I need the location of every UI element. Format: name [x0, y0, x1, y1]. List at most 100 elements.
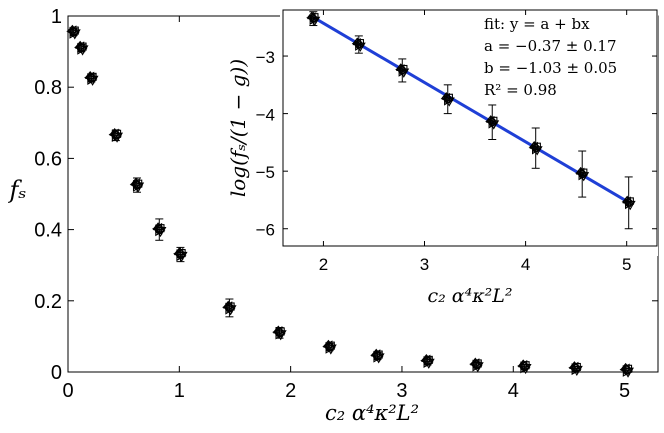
inset-ticks: 2 3 4 5 −3 −4 −5 −6 [256, 10, 657, 274]
square-marker [177, 249, 186, 258]
inset-plot-frame [282, 9, 658, 247]
triangle-right-marker [373, 350, 384, 363]
fit-annotation-line3: b = −1.03 ± 0.05 [484, 59, 617, 77]
cross-marker [576, 169, 586, 179]
cross-marker [470, 359, 481, 370]
square-marker [374, 350, 383, 359]
y-tick-label: −6 [256, 221, 275, 240]
triangle-right-marker [355, 39, 365, 51]
inset-y-axis-label: log(fₛ/(1 − g)) [226, 59, 250, 197]
y-tick-label: 0.4 [34, 220, 62, 242]
data-point [351, 35, 366, 54]
y-tick-label: 1 [51, 6, 62, 28]
triangle-right-marker [309, 14, 319, 25]
data-point [621, 176, 636, 230]
cross-marker [371, 350, 382, 361]
data-point [517, 359, 532, 375]
square-marker [156, 224, 165, 233]
x-tick-label: 2 [285, 380, 296, 402]
triangle-right-marker [155, 224, 166, 237]
fit-annotation-line4: R² = 0.98 [484, 81, 557, 99]
y-tick-label: 0.8 [34, 77, 62, 99]
triangle-right-marker [69, 26, 80, 39]
x-tick-label: 5 [622, 255, 631, 274]
inset-chart: 2 3 4 5 −3 −4 −5 −6 fit: y = a + bx a = −0.37 ±… [226, 9, 658, 307]
data-point [420, 353, 435, 369]
triangle-right-marker [488, 117, 498, 129]
data-point [619, 362, 634, 378]
data-point [370, 348, 385, 364]
triangle-right-marker [176, 249, 187, 262]
main-points [66, 24, 634, 378]
cross-marker [307, 14, 317, 24]
cross-marker [569, 363, 580, 374]
x-tick-label: 3 [396, 380, 407, 402]
cross-marker [323, 342, 334, 353]
cross-marker [529, 143, 539, 153]
triangle-right-marker [444, 94, 454, 106]
square-marker [88, 72, 97, 81]
square-marker [134, 179, 143, 188]
y-tick-label: −5 [256, 163, 275, 182]
cross-marker [620, 365, 631, 376]
x-tick-label: 0 [62, 380, 73, 402]
data-point [568, 361, 583, 376]
square-marker [70, 26, 79, 35]
triangle-right-marker [132, 179, 144, 192]
data-point [151, 218, 167, 241]
cross-marker [75, 43, 86, 54]
triangle-right-marker [87, 73, 98, 85]
data-point [469, 357, 484, 373]
triangle-right-marker [275, 327, 286, 340]
square-marker [276, 327, 285, 336]
square-marker [623, 364, 633, 373]
triangle-right-marker [398, 65, 408, 77]
cross-marker [622, 198, 632, 208]
cross-marker [421, 356, 432, 367]
data-point [129, 177, 145, 193]
fit-annotation-line2: a = −0.37 ± 0.17 [484, 37, 617, 55]
square-marker [113, 129, 122, 138]
data-point [272, 325, 287, 341]
data-point [173, 246, 188, 263]
y-tick-label: 0.6 [34, 148, 62, 170]
square-marker [473, 359, 482, 368]
data-point [108, 127, 124, 143]
triangle-right-marker [520, 361, 531, 374]
triangle-right-marker [77, 42, 88, 55]
data-point [485, 104, 500, 141]
cross-marker [352, 40, 362, 50]
triangle-right-marker [622, 364, 633, 377]
cross-marker [174, 249, 185, 260]
square-marker [424, 355, 433, 364]
data-point [395, 58, 410, 83]
cross-marker [130, 180, 141, 191]
square-marker [326, 341, 335, 350]
x-tick-label: 4 [508, 380, 519, 402]
data-point [322, 339, 337, 355]
fit-annotation-line1: fit: y = a + bx [484, 15, 590, 33]
inset-points [306, 11, 636, 230]
main-x-axis-label: c₂ α⁴κ²L² [325, 401, 419, 425]
y-tick-label: 0 [51, 362, 62, 384]
cross-marker [109, 130, 120, 141]
triangle-right-marker [225, 302, 236, 315]
y-tick-label: −4 [256, 106, 275, 125]
y-tick-label: −3 [256, 48, 275, 67]
data-point [575, 150, 590, 198]
data-point [84, 70, 99, 86]
data-point [74, 40, 89, 56]
cross-marker [223, 302, 234, 313]
triangle-right-marker [472, 359, 483, 372]
triangle-right-marker [325, 341, 336, 354]
fit-line [312, 16, 630, 204]
x-tick-label: 5 [619, 380, 630, 402]
cross-marker [85, 73, 96, 84]
data-point [66, 24, 81, 40]
inset-background [280, 9, 658, 256]
data-point [222, 298, 237, 318]
fit-annotation: fit: y = a + bx a = −0.37 ± 0.17 b = −1.… [484, 15, 617, 99]
triangle-right-marker [111, 130, 122, 142]
cross-marker [153, 224, 164, 235]
